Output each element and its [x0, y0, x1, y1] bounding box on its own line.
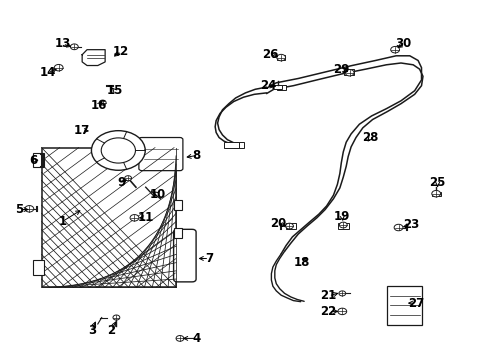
- Bar: [233, 142, 243, 148]
- Text: 19: 19: [333, 210, 350, 223]
- Circle shape: [390, 46, 399, 53]
- Circle shape: [337, 308, 346, 315]
- Circle shape: [276, 54, 285, 61]
- Text: 10: 10: [149, 188, 165, 201]
- Text: 21: 21: [320, 289, 336, 302]
- Text: 8: 8: [192, 149, 200, 162]
- Bar: [173, 200, 182, 211]
- Text: 4: 4: [192, 332, 200, 345]
- Text: 15: 15: [106, 84, 123, 97]
- Text: 28: 28: [362, 131, 378, 144]
- Bar: [276, 85, 285, 90]
- Bar: [285, 223, 296, 229]
- Text: 24: 24: [259, 79, 276, 92]
- Bar: [41, 148, 176, 287]
- Polygon shape: [82, 50, 105, 66]
- Circle shape: [285, 223, 293, 229]
- Text: 6: 6: [29, 154, 37, 167]
- Text: 23: 23: [402, 219, 418, 231]
- Text: 26: 26: [261, 48, 278, 61]
- Bar: [273, 85, 282, 89]
- Bar: [33, 260, 43, 275]
- Circle shape: [70, 44, 78, 50]
- Circle shape: [99, 100, 106, 105]
- Text: 20: 20: [269, 217, 285, 230]
- Bar: [337, 223, 348, 229]
- Bar: [386, 286, 422, 325]
- Bar: [33, 153, 43, 167]
- Circle shape: [339, 222, 346, 228]
- Circle shape: [101, 138, 135, 163]
- Text: 7: 7: [205, 252, 213, 265]
- Bar: [224, 142, 238, 148]
- Text: 25: 25: [428, 176, 445, 189]
- Circle shape: [124, 176, 131, 181]
- Circle shape: [176, 336, 183, 341]
- Text: 29: 29: [332, 63, 349, 76]
- Circle shape: [54, 64, 63, 71]
- Circle shape: [338, 291, 345, 296]
- Text: 30: 30: [394, 37, 411, 50]
- Circle shape: [130, 215, 139, 221]
- Bar: [277, 55, 285, 60]
- FancyBboxPatch shape: [173, 229, 196, 282]
- Circle shape: [113, 315, 120, 320]
- Text: 16: 16: [90, 99, 107, 112]
- Circle shape: [393, 224, 402, 231]
- Text: 17: 17: [74, 124, 90, 137]
- Text: 9: 9: [117, 176, 125, 189]
- Text: 3: 3: [88, 324, 96, 337]
- Text: 14: 14: [40, 66, 56, 79]
- Text: 13: 13: [54, 37, 71, 50]
- Text: 11: 11: [137, 211, 154, 224]
- Text: 2: 2: [107, 324, 115, 337]
- Text: 22: 22: [320, 305, 336, 318]
- Circle shape: [345, 69, 353, 76]
- Text: 27: 27: [407, 297, 424, 310]
- Bar: [343, 69, 353, 75]
- Text: 1: 1: [59, 215, 66, 228]
- Text: 18: 18: [293, 256, 310, 269]
- Circle shape: [431, 190, 440, 197]
- Text: 5: 5: [16, 203, 23, 216]
- Bar: [431, 192, 440, 196]
- Bar: [173, 228, 182, 238]
- Circle shape: [25, 206, 34, 212]
- Text: 12: 12: [113, 45, 129, 58]
- FancyBboxPatch shape: [139, 138, 183, 171]
- Circle shape: [91, 131, 145, 170]
